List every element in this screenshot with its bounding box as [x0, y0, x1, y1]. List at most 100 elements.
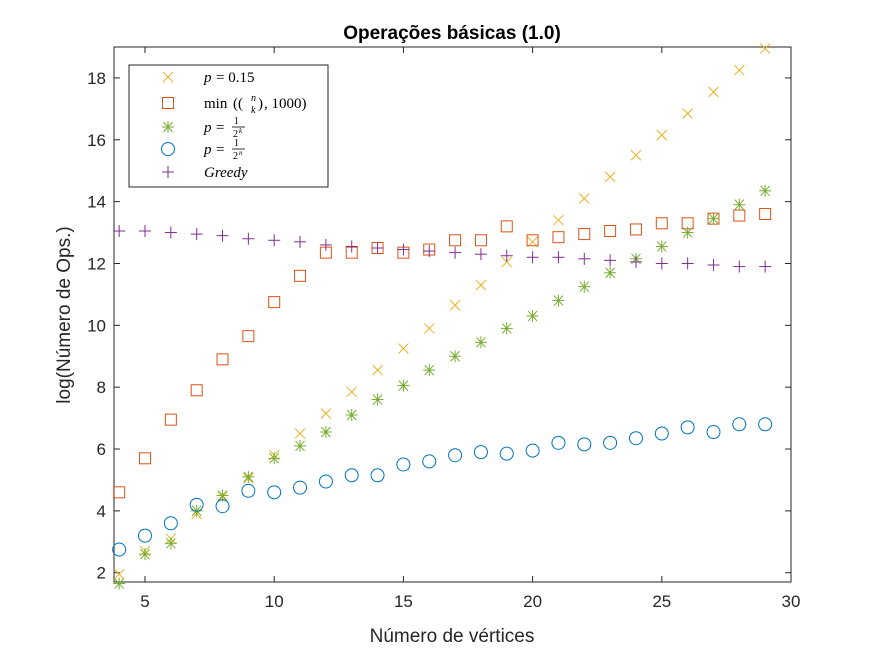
data-point: [139, 452, 152, 465]
data-point: [552, 294, 565, 307]
data-point: [526, 310, 539, 323]
legend-label-p2n-eq: =: [216, 142, 224, 158]
y-tick-label: 16: [87, 131, 106, 150]
data-point: [681, 226, 694, 239]
data-point: [474, 248, 487, 261]
data-point: [242, 330, 255, 343]
marker-stroke: [294, 428, 306, 439]
data-point: [242, 470, 255, 483]
marker-shape: [473, 445, 488, 460]
data-point: [603, 435, 618, 450]
marker-shape: [267, 485, 282, 500]
data-point: [113, 486, 126, 499]
x-axis-label: Número de vértices: [370, 626, 535, 647]
data-point: [682, 108, 693, 119]
data-point: [629, 255, 642, 268]
data-point: [396, 457, 411, 472]
data-point: [604, 266, 617, 279]
marker-shape: [215, 499, 230, 514]
data-point: [733, 64, 745, 76]
y-tick-label: 4: [97, 502, 106, 521]
y-tick-label: 2: [97, 564, 106, 583]
data-point: [759, 207, 772, 220]
data-point: [681, 257, 694, 270]
data-point: [732, 417, 747, 432]
data-point: [500, 322, 513, 335]
data-point: [707, 212, 720, 225]
marker-shape: [161, 142, 175, 156]
series-plus: [113, 225, 772, 273]
legend-label-greedy: Greedy: [204, 165, 248, 181]
legend-label-p2n-exp: n: [239, 149, 243, 157]
data-point: [268, 296, 281, 309]
data-point: [241, 483, 256, 498]
marker-shape: [758, 417, 773, 432]
data-point: [345, 409, 358, 422]
data-point: [475, 279, 487, 291]
data-point: [397, 379, 410, 392]
legend-label-p2n-lhs: p: [203, 142, 212, 158]
data-point: [113, 577, 126, 590]
data-point: [319, 426, 332, 439]
data-point: [448, 448, 463, 463]
marker-shape: [396, 457, 411, 472]
legend-label-p015-lhs: p: [203, 70, 212, 86]
data-point: [370, 468, 385, 483]
data-point: [449, 350, 462, 363]
marker-shape: [732, 417, 747, 432]
data-point: [578, 252, 591, 265]
marker-stroke: [682, 108, 693, 119]
data-point: [113, 568, 125, 580]
marker-stroke: [372, 364, 383, 376]
y-tick-label: 8: [97, 378, 106, 397]
data-point: [320, 408, 332, 419]
marker-shape: [629, 223, 642, 236]
data-point: [654, 426, 669, 441]
marker-stroke: [708, 86, 719, 98]
data-point: [216, 353, 229, 366]
data-point: [138, 528, 153, 543]
marker-shape: [190, 384, 203, 397]
marker-shape: [499, 446, 514, 461]
series-layer: [112, 43, 773, 590]
marker-shape: [241, 483, 256, 498]
marker-shape: [163, 516, 178, 531]
y-tick-label: 12: [87, 254, 106, 273]
data-point: [551, 435, 566, 450]
data-point: [552, 231, 565, 244]
marker-stroke: [733, 64, 745, 76]
legend-label-p2k-den: 2: [233, 129, 238, 140]
data-point: [215, 499, 230, 514]
marker-stroke: [759, 43, 771, 54]
marker-shape: [164, 413, 177, 426]
legend-marker-asterisk: [162, 121, 174, 133]
data-point: [500, 249, 513, 262]
data-point: [190, 228, 203, 241]
data-point: [656, 129, 668, 141]
legend-label-min-n: n: [251, 93, 256, 104]
legend-label-min-k: k: [251, 105, 256, 116]
data-point: [525, 443, 540, 458]
data-point: [578, 193, 590, 204]
data-point: [604, 171, 616, 183]
marker-stroke: [449, 299, 461, 311]
marker-shape: [526, 234, 539, 247]
data-point: [526, 234, 539, 247]
data-point: [553, 214, 564, 226]
legend-marker-circle: [161, 142, 175, 156]
data-point: [371, 393, 384, 406]
data-point: [501, 256, 513, 268]
data-point: [163, 516, 178, 531]
x-tick-label: 20: [523, 592, 542, 611]
data-point: [318, 474, 333, 489]
legend-marker-plus: [162, 166, 174, 178]
y-axis-label: log(Número de Ops.): [54, 226, 75, 403]
data-point: [707, 259, 720, 272]
marker-shape: [578, 228, 591, 241]
data-point: [759, 43, 771, 54]
marker-shape: [655, 217, 668, 230]
marker-stroke: [604, 171, 616, 183]
data-point: [526, 251, 539, 264]
marker-shape: [759, 207, 772, 220]
